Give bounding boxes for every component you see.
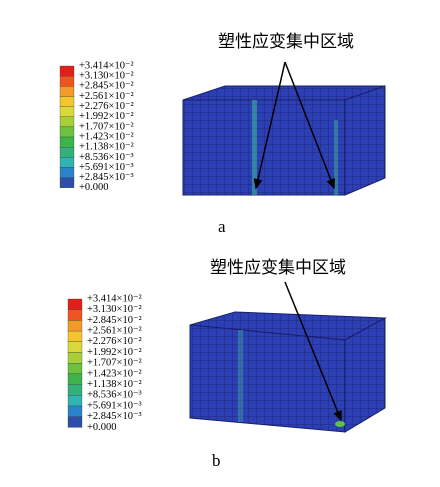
- legend-label: +1.707×10⁻²: [87, 358, 142, 369]
- legend-label: +2.561×10⁻²: [87, 326, 142, 337]
- legend-label: +1.992×10⁻²: [87, 347, 142, 358]
- arrow: [253, 61, 286, 190]
- legend-swatch: [59, 147, 75, 158]
- legend-swatch: [59, 65, 75, 77]
- legend-label: +1.423×10⁻²: [79, 131, 134, 142]
- legend-label: +8.536×10⁻³: [87, 390, 142, 401]
- legend-swatch: [67, 352, 83, 364]
- legend-swatch: [67, 330, 83, 342]
- legend-swatch: [67, 363, 83, 375]
- legend-swatch: [67, 384, 83, 396]
- legend-swatch: [59, 116, 75, 128]
- legend-label: +2.845×10⁻²: [87, 315, 142, 326]
- arrow: [284, 61, 335, 190]
- legend-swatch: [59, 76, 75, 87]
- legend-label: +2.561×10⁻²: [79, 91, 134, 102]
- legend-swatch: [67, 395, 83, 407]
- legend-swatch: [59, 106, 75, 117]
- legend-label: +3.414×10⁻²: [87, 293, 142, 304]
- legend-label: +2.845×10⁻³: [79, 172, 134, 183]
- legends: +3.414×10⁻²+3.130×10⁻²+2.845×10⁻²+2.561×…: [59, 60, 142, 433]
- legend-label: +3.414×10⁻²: [79, 60, 134, 71]
- caption: b: [212, 451, 221, 470]
- legend-swatch: [67, 309, 83, 321]
- legend-swatch: [59, 96, 75, 107]
- legend-label: +2.276×10⁻²: [79, 101, 134, 112]
- legend-label: +1.423×10⁻²: [87, 368, 142, 379]
- caption: a: [218, 217, 226, 236]
- legend-swatch: [59, 136, 75, 148]
- legend-swatch: [59, 126, 75, 138]
- legend-swatch: [59, 157, 75, 168]
- legend-swatch: [59, 177, 75, 188]
- legend-swatch: [67, 298, 83, 310]
- legend-label: +0.000: [87, 422, 117, 433]
- legend-label: +1.707×10⁻²: [79, 121, 134, 132]
- legend-swatch: [67, 341, 83, 353]
- arrow: [284, 281, 342, 422]
- legend-swatch: [67, 373, 83, 385]
- legend-swatch: [59, 167, 75, 178]
- annotation: 塑性应变集中区域: [218, 32, 354, 52]
- legend-label: +1.138×10⁻²: [79, 142, 134, 153]
- legend-label: +1.138×10⁻²: [87, 379, 142, 390]
- legend-swatch: [67, 320, 83, 332]
- legend-swatch: [67, 416, 83, 428]
- legend-label: +5.691×10⁻³: [87, 400, 142, 411]
- annotation: 塑性应变集中区域: [210, 258, 346, 278]
- mesh-block-b: [189, 311, 387, 433]
- legend-swatch: [59, 86, 75, 97]
- legend-label: +3.130×10⁻²: [79, 71, 134, 82]
- legend-label: +2.276×10⁻²: [87, 336, 142, 347]
- legend-label: +2.845×10⁻²: [79, 81, 134, 92]
- legend-label: +8.536×10⁻³: [79, 152, 134, 163]
- legend-label: +1.992×10⁻²: [79, 111, 134, 122]
- legend-swatch: [67, 405, 83, 417]
- legend-label: +2.845×10⁻³: [87, 411, 142, 422]
- mesh-block-a: [182, 85, 386, 196]
- legend-label: +5.691×10⁻³: [79, 162, 134, 173]
- legend-label: +3.130×10⁻²: [87, 304, 142, 315]
- legend-label: +0.000: [79, 182, 109, 193]
